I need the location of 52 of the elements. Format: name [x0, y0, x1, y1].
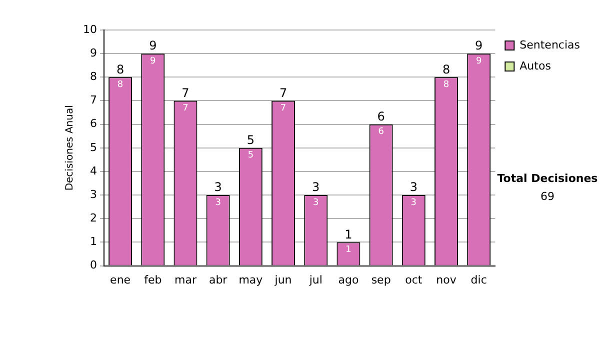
data-label: 7: [182, 104, 188, 114]
data-label: 7: [280, 104, 286, 114]
x-tick-label: jun: [274, 273, 292, 286]
x-tick-label: nov: [436, 273, 457, 286]
total-label: 7: [182, 86, 190, 100]
y-tick-label: 2: [90, 212, 97, 224]
data-label: 6: [378, 127, 384, 138]
total-label: 1: [344, 227, 352, 242]
data-label: 3: [215, 198, 221, 208]
data-label: 9: [476, 56, 482, 66]
y-tick-label: 8: [90, 70, 97, 84]
y-tick-label: 3: [90, 188, 97, 201]
total-label: 9: [475, 38, 483, 53]
text: 69: [540, 190, 556, 203]
total-label: 8: [116, 62, 124, 76]
data-label: 1: [346, 245, 352, 256]
x-tick-label: ene: [110, 273, 131, 286]
x-tick-label: sep: [371, 273, 391, 286]
data-label: 3: [313, 198, 319, 208]
total-label: 9: [149, 38, 157, 53]
legend-label: Autos: [520, 59, 552, 72]
y-tick-label: 4: [90, 164, 97, 178]
data-label: 8: [443, 80, 450, 90]
y-tick-label: 5: [90, 140, 97, 154]
total-label: 3: [214, 180, 222, 194]
x-tick-label: feb: [144, 273, 162, 286]
y-tick-label: 6: [90, 117, 97, 130]
data-label: 8: [117, 80, 124, 90]
x-tick-label: ago: [338, 273, 359, 286]
y-tick-label: 0: [90, 258, 97, 272]
y-tick-label: 10: [82, 22, 97, 36]
total-label: 5: [246, 133, 254, 148]
total-label: 8: [442, 62, 450, 76]
legend-label: Sentencias: [520, 38, 580, 52]
total-label: 7: [279, 86, 288, 100]
total-label: 3: [312, 180, 320, 194]
y-axis-title: Decisiones Anual: [64, 105, 76, 191]
y-tick-label: 1: [90, 235, 97, 248]
x-tick-label: abr: [208, 273, 228, 286]
y-tick-label: 7: [90, 94, 97, 107]
total-label: 3: [410, 180, 418, 194]
total-label: 6: [377, 109, 385, 124]
x-tick-label: may: [238, 273, 264, 286]
x-tick-label: dic: [470, 273, 487, 286]
y-tick-label: 9: [90, 46, 97, 60]
data-label: 3: [410, 198, 417, 208]
data-label: 9: [150, 56, 156, 66]
x-tick-label: mar: [174, 273, 197, 286]
data-label: 5: [248, 150, 254, 161]
x-tick-label: jul: [308, 273, 322, 286]
text: Total Decisiones: [496, 172, 599, 185]
x-tick-label: oct: [405, 273, 423, 286]
